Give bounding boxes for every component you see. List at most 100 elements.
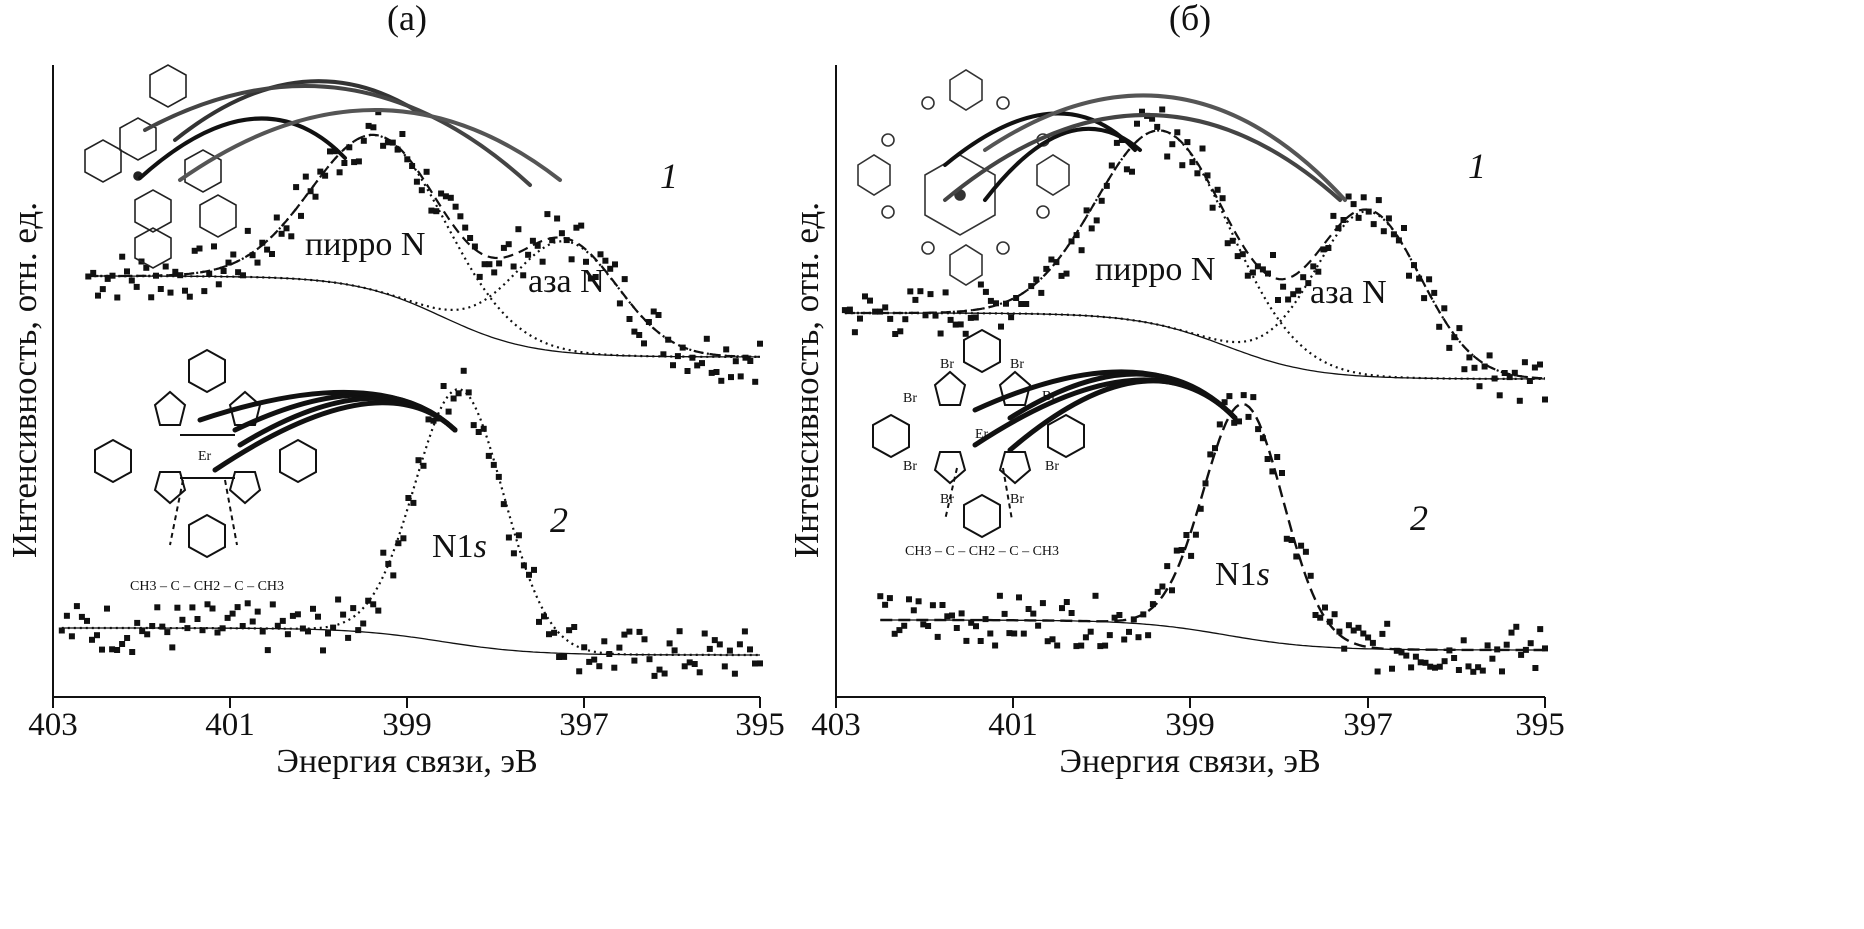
data-point [1446,647,1453,654]
panel-b-aza-label: аза N [1310,274,1387,311]
data-point [224,614,231,621]
data-point [1134,120,1140,127]
data-point [428,207,435,214]
data-point [718,377,725,384]
data-point [561,653,568,660]
data-point [1154,588,1161,595]
data-point [1039,600,1046,607]
data-point [1179,162,1186,169]
data-point [922,312,929,319]
data-point [191,247,198,254]
data-point [510,263,517,270]
data-point [731,670,738,677]
data-point [89,636,95,643]
data-point [340,611,347,618]
data-point [1312,612,1319,618]
data-point [515,532,522,539]
data-point [1302,548,1309,555]
data-point [910,607,917,614]
data-point [1330,212,1337,219]
data-point [1058,272,1065,279]
data-point [283,225,290,232]
data-point [1406,272,1412,279]
data-point [209,605,216,612]
data-point [723,346,730,353]
data-point [215,281,222,288]
data-point [496,260,503,267]
data-point [1082,634,1089,641]
data-point [182,287,188,294]
data-point [1290,291,1297,298]
data-point [578,222,585,229]
data-point [541,613,547,620]
data-point [1370,221,1377,228]
data-point [726,647,733,654]
data-point [390,572,397,579]
data-point [539,258,546,265]
data-point [1123,166,1130,173]
data-point [415,457,422,464]
data-point [646,656,653,663]
data-point [1416,275,1423,282]
data-point [1209,204,1216,211]
data-point [958,610,965,617]
data-point [846,306,853,313]
data-point [857,315,863,322]
panel-b-fit-curves [844,129,1546,652]
data-point [425,416,432,423]
data-point [1159,106,1166,113]
data-point [531,566,537,573]
data-point [972,314,979,321]
data-point [211,243,217,250]
data-point [1054,642,1061,649]
panel-a-curve-1-label: 1 [660,156,678,196]
data-point [1389,665,1395,672]
data-point [467,235,474,241]
data-point [133,283,140,290]
data-point [752,378,759,385]
data-point [1451,334,1458,341]
data-point [1401,225,1407,231]
envelope-fit [61,388,760,657]
data-point [1068,610,1075,616]
data-point [641,340,647,347]
data-point [1254,263,1261,270]
data-point [1532,665,1539,671]
panel-b-br-label: Br [1045,459,1059,474]
data-point [1350,201,1357,208]
data-point [1103,182,1110,189]
data-point [1102,642,1109,649]
panel-a-label: (а) [387,0,427,38]
data-point [1288,537,1295,543]
data-point [747,358,754,364]
data-point [1001,610,1008,617]
data-point [90,269,97,276]
data-point [1336,628,1343,635]
data-point [1259,266,1266,273]
data-point [927,291,934,298]
data-point [1325,245,1332,251]
data-point [139,628,146,635]
data-point [159,623,166,630]
data-point [505,241,512,248]
data-point [1173,547,1180,554]
data-point [901,622,908,629]
data-point [1280,283,1287,290]
data-point [1028,283,1035,290]
data-point [1043,265,1050,272]
data-point [906,596,912,603]
panel-b-upper-molecule-diagram [857,69,1070,286]
data-point [993,300,999,307]
data-point [691,661,698,667]
data-point [1422,659,1429,666]
data-point [58,627,65,634]
data-point [987,630,994,637]
data-point [1390,231,1397,238]
data-point [1393,647,1400,654]
component-peak-2 [844,210,1546,380]
data-point [752,660,758,667]
data-point [1537,626,1544,633]
data-point [897,328,904,335]
data-point [596,663,603,670]
data-point [1202,480,1209,487]
